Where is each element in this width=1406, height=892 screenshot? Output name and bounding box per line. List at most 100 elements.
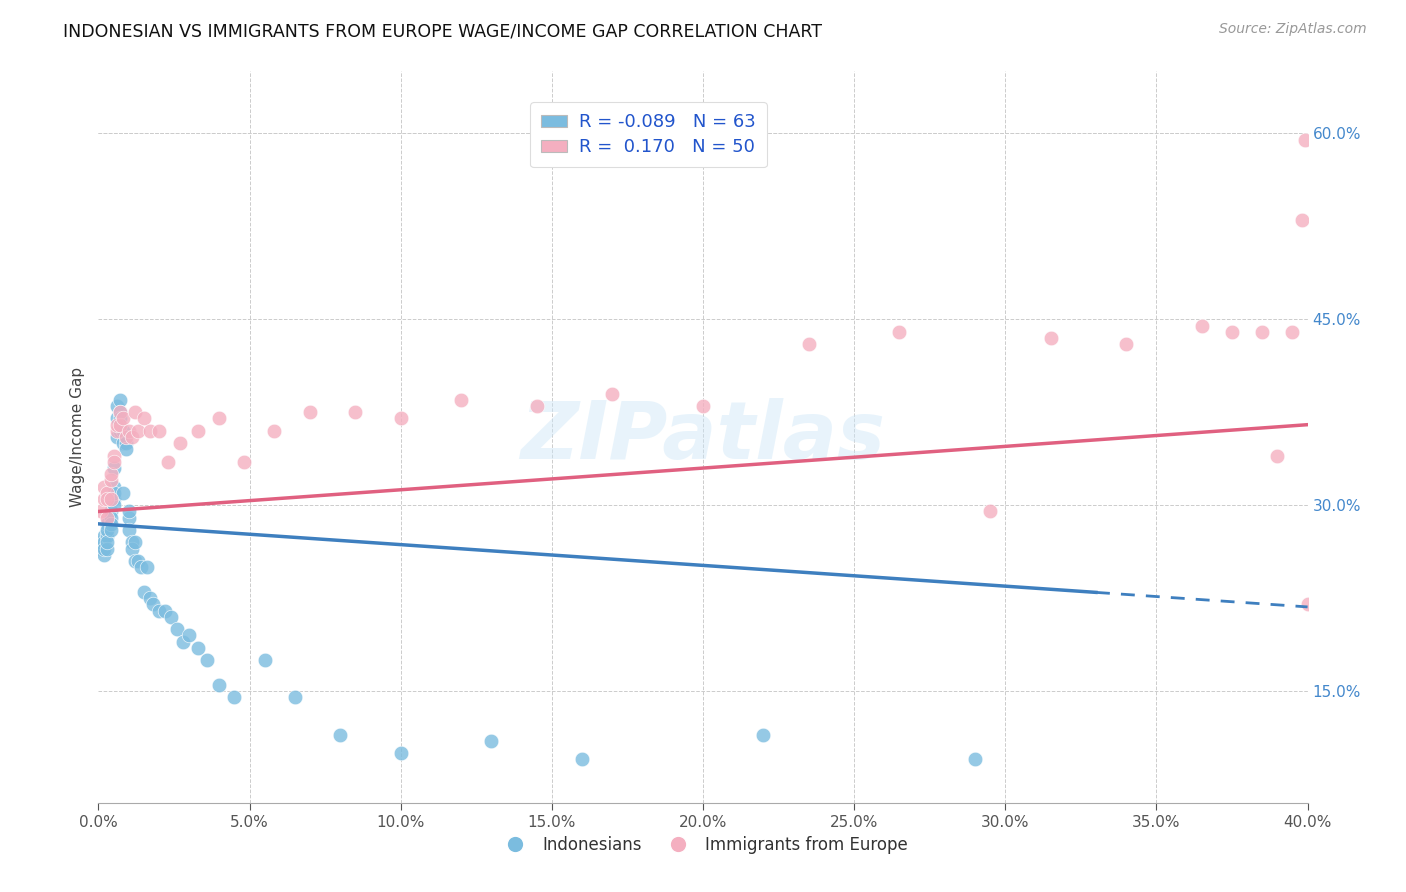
Point xyxy=(108,411,131,425)
Point xyxy=(263,424,285,438)
Point xyxy=(571,752,593,766)
Point xyxy=(108,405,131,419)
Point xyxy=(889,325,911,339)
Point xyxy=(96,510,118,524)
Point xyxy=(100,467,122,482)
Point xyxy=(166,622,188,636)
Point xyxy=(93,480,115,494)
Point xyxy=(127,424,149,438)
Point xyxy=(103,455,125,469)
Point xyxy=(111,424,134,438)
Point xyxy=(172,634,194,648)
Point xyxy=(100,510,122,524)
Point xyxy=(105,399,128,413)
Point xyxy=(96,541,118,556)
Point xyxy=(156,455,179,469)
Point xyxy=(100,523,122,537)
Point xyxy=(121,430,143,444)
Point xyxy=(329,728,352,742)
Point xyxy=(979,504,1001,518)
Point xyxy=(118,523,141,537)
Point xyxy=(96,529,118,543)
Point xyxy=(114,436,136,450)
Point xyxy=(169,436,191,450)
Point xyxy=(450,392,472,407)
Point xyxy=(148,424,170,438)
Point xyxy=(284,690,307,705)
Point xyxy=(179,628,201,642)
Point xyxy=(105,411,128,425)
Point xyxy=(142,598,165,612)
Point xyxy=(389,746,412,760)
Point xyxy=(103,498,125,512)
Point xyxy=(195,653,218,667)
Legend: Indonesians, Immigrants from Europe: Indonesians, Immigrants from Europe xyxy=(492,829,914,860)
Point xyxy=(100,504,122,518)
Point xyxy=(105,424,128,438)
Point xyxy=(118,424,141,438)
Point xyxy=(111,436,134,450)
Point xyxy=(481,734,503,748)
Point xyxy=(105,417,128,432)
Point xyxy=(103,449,125,463)
Point xyxy=(90,504,112,518)
Point xyxy=(224,690,246,705)
Point xyxy=(108,424,131,438)
Point xyxy=(389,411,412,425)
Point xyxy=(602,386,624,401)
Point xyxy=(1294,132,1316,146)
Point xyxy=(1291,213,1313,227)
Text: INDONESIAN VS IMMIGRANTS FROM EUROPE WAGE/INCOME GAP CORRELATION CHART: INDONESIAN VS IMMIGRANTS FROM EUROPE WAG… xyxy=(63,22,823,40)
Point xyxy=(148,604,170,618)
Point xyxy=(1281,325,1303,339)
Point xyxy=(127,554,149,568)
Point xyxy=(96,535,118,549)
Point xyxy=(108,392,131,407)
Point xyxy=(93,535,115,549)
Point xyxy=(526,399,548,413)
Point xyxy=(124,405,146,419)
Point xyxy=(153,604,176,618)
Point xyxy=(103,491,125,506)
Point xyxy=(344,405,367,419)
Point xyxy=(118,504,141,518)
Point xyxy=(103,480,125,494)
Point xyxy=(132,411,155,425)
Point xyxy=(187,640,209,655)
Point xyxy=(111,486,134,500)
Point xyxy=(96,516,118,531)
Point xyxy=(114,442,136,457)
Point xyxy=(1220,325,1243,339)
Point xyxy=(208,678,231,692)
Point xyxy=(139,591,162,606)
Point xyxy=(752,728,775,742)
Point xyxy=(108,405,131,419)
Point xyxy=(1296,598,1319,612)
Point xyxy=(100,516,122,531)
Point xyxy=(90,535,112,549)
Point xyxy=(139,424,162,438)
Point xyxy=(93,548,115,562)
Point xyxy=(232,455,254,469)
Point xyxy=(187,424,209,438)
Point xyxy=(114,430,136,444)
Point xyxy=(96,486,118,500)
Point xyxy=(96,491,118,506)
Point xyxy=(965,752,987,766)
Point xyxy=(1039,331,1062,345)
Point xyxy=(1267,449,1289,463)
Point xyxy=(111,411,134,425)
Y-axis label: Wage/Income Gap: Wage/Income Gap xyxy=(70,367,86,508)
Point xyxy=(93,491,115,506)
Text: ZIPatlas: ZIPatlas xyxy=(520,398,886,476)
Point xyxy=(100,474,122,488)
Point xyxy=(299,405,322,419)
Point xyxy=(90,541,112,556)
Point xyxy=(124,554,146,568)
Point xyxy=(135,560,157,574)
Point xyxy=(208,411,231,425)
Point xyxy=(93,541,115,556)
Point xyxy=(1191,318,1213,333)
Point xyxy=(124,535,146,549)
Point xyxy=(1251,325,1274,339)
